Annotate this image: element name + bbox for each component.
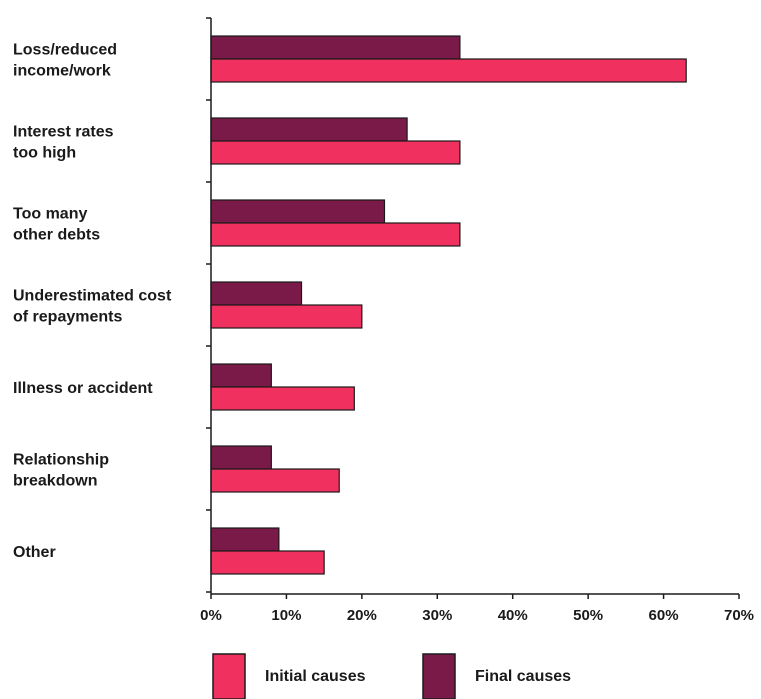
legend-swatch-1: [422, 653, 456, 699]
x-tick-label: 10%: [271, 607, 301, 624]
bar-initial-0: [210, 58, 687, 83]
category-label-6: Other: [13, 544, 56, 561]
x-tick-label: 0%: [200, 607, 222, 624]
category-label-line: Other: [13, 544, 56, 561]
category-label-line: Illness or accident: [13, 380, 153, 397]
category-label-line: Too many: [13, 206, 87, 223]
bar-initial-3: [210, 304, 363, 329]
legend-label-1: Final causes: [475, 668, 571, 685]
bar-final-4: [210, 363, 272, 388]
x-tick-label: 20%: [347, 607, 377, 624]
category-label-line: other debts: [13, 227, 100, 244]
bar-final-5: [210, 445, 272, 470]
bar-final-6: [210, 527, 280, 552]
bar-initial-4: [210, 386, 355, 411]
category-label-line: Underestimated cost: [13, 288, 172, 305]
x-tick-label: 50%: [573, 607, 603, 624]
legend: Initial causes Final causes: [212, 653, 571, 699]
category-label-1: Interest rates too high: [13, 124, 114, 162]
category-label-line: of repayments: [13, 309, 122, 326]
x-tick-label: 40%: [498, 607, 528, 624]
category-label-3: Underestimated cost of repayments: [13, 288, 172, 326]
bar-initial-2: [210, 222, 461, 247]
x-tick-label: 60%: [649, 607, 679, 624]
x-tick-label: 30%: [422, 607, 452, 624]
x-axis-ticks: 0% 10% 20% 30% 40% 50% 60% 70%: [200, 594, 754, 624]
bar-final-3: [210, 281, 303, 306]
axes: [206, 17, 739, 595]
category-label-line: income/work: [13, 63, 111, 80]
category-label-2: Too many other debts: [13, 206, 100, 244]
legend-swatch-0: [212, 653, 246, 699]
bar-initial-5: [210, 468, 340, 493]
category-label-5: Relationship breakdown: [13, 452, 109, 490]
category-label-line: Interest rates: [13, 124, 114, 141]
category-label-line: too high: [13, 145, 76, 162]
bar-final-1: [210, 117, 408, 142]
legend-label-0: Initial causes: [265, 668, 366, 685]
category-label-4: Illness or accident: [13, 380, 153, 397]
category-label-0: Loss/reduced income/work: [13, 42, 117, 80]
bar-initial-1: [210, 140, 461, 165]
bar-final-0: [210, 35, 461, 60]
bar-group: [210, 35, 687, 575]
x-tick-label: 70%: [724, 607, 754, 624]
category-label-line: Loss/reduced: [13, 42, 117, 59]
category-label-line: breakdown: [13, 473, 97, 490]
bar-initial-6: [210, 550, 325, 575]
category-labels: Loss/reduced income/work Interest rates too…: [13, 42, 172, 562]
bar-final-2: [210, 199, 386, 224]
category-label-line: Relationship: [13, 452, 109, 469]
